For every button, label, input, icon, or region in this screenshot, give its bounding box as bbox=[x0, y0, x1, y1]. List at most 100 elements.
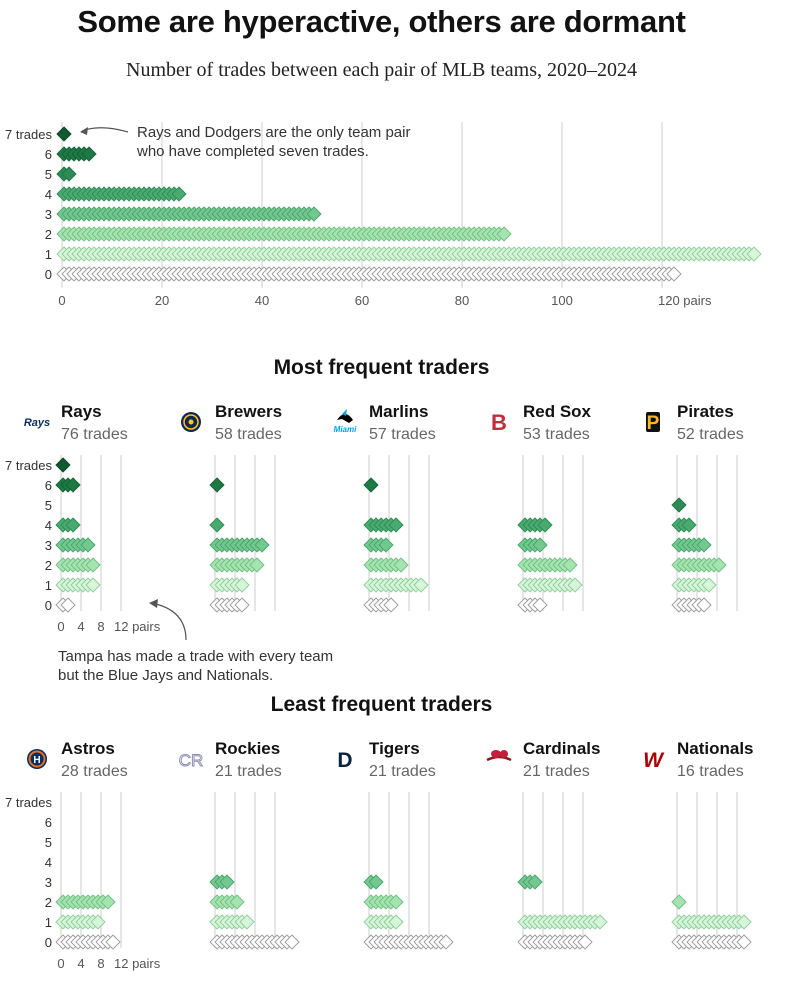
trade-tier-row bbox=[671, 597, 712, 613]
x-tick-label: 0 bbox=[57, 619, 64, 634]
pair-mark bbox=[671, 497, 687, 513]
pair-mark bbox=[532, 597, 548, 613]
pair-mark bbox=[80, 537, 96, 553]
trade-tier-row bbox=[56, 126, 72, 142]
y-tick-label: 7 trades bbox=[5, 795, 52, 810]
pair-mark bbox=[284, 934, 300, 950]
pair-mark bbox=[577, 934, 593, 950]
y-tick-label: 3 bbox=[45, 875, 52, 890]
pair-mark bbox=[219, 874, 235, 890]
y-tick-label: 1 bbox=[45, 578, 52, 593]
pair-mark bbox=[696, 597, 712, 613]
team-chart-red-sox bbox=[517, 455, 584, 613]
pair-mark bbox=[378, 537, 394, 553]
team-trade-count: 21 trades bbox=[369, 763, 436, 780]
pair-mark bbox=[537, 517, 553, 533]
logo-ring bbox=[28, 750, 46, 768]
pair-mark bbox=[249, 557, 265, 573]
pair-mark bbox=[234, 577, 250, 593]
team-name: Rays bbox=[61, 402, 102, 421]
annotation-arrow bbox=[81, 127, 129, 133]
pair-mark bbox=[239, 914, 255, 930]
x-tick-label: 80 bbox=[455, 293, 469, 308]
pair-mark bbox=[60, 597, 76, 613]
page-title: Some are hyperactive, others are dormant bbox=[77, 4, 686, 39]
trade-tier-row bbox=[671, 577, 717, 593]
team-chart-tigers bbox=[363, 792, 454, 950]
team-chart-astros bbox=[55, 792, 122, 950]
trade-tier-row bbox=[209, 477, 225, 493]
pair-mark bbox=[81, 146, 97, 162]
team-logo-marlins: Miami bbox=[334, 409, 357, 434]
team-name: Cardinals bbox=[523, 739, 601, 758]
y-tick-label: 2 bbox=[45, 558, 52, 573]
y-tick-label: 1 bbox=[45, 915, 52, 930]
pair-mark bbox=[105, 934, 121, 950]
team-trade-count: 76 trades bbox=[61, 426, 128, 443]
trade-tier-row bbox=[209, 597, 250, 613]
trade-tier-row bbox=[55, 517, 81, 533]
trade-tier-row bbox=[517, 537, 548, 553]
pair-mark bbox=[388, 894, 404, 910]
page-subtitle: Number of trades between each pair of ML… bbox=[126, 59, 637, 81]
y-tick-label: 2 bbox=[45, 227, 52, 242]
pair-mark bbox=[438, 934, 454, 950]
pair-mark bbox=[100, 894, 116, 910]
trade-tier-row bbox=[55, 457, 71, 473]
x-tick-label: 8 bbox=[97, 956, 104, 971]
team-trade-count: 53 trades bbox=[523, 426, 590, 443]
trade-tier-row bbox=[55, 894, 116, 910]
trade-tier-row bbox=[209, 914, 255, 930]
team-name: Astros bbox=[61, 739, 115, 758]
y-tick-label: 3 bbox=[45, 207, 52, 222]
pair-mark bbox=[393, 557, 409, 573]
trade-tier-row bbox=[517, 557, 578, 573]
y-tick-label: 0 bbox=[45, 935, 52, 950]
pair-mark bbox=[383, 597, 399, 613]
trade-tier-row bbox=[517, 597, 548, 613]
logo-bat bbox=[486, 755, 512, 762]
trade-tier-row bbox=[363, 874, 384, 890]
pair-mark bbox=[65, 477, 81, 493]
trade-tier-row bbox=[363, 537, 394, 553]
pair-mark bbox=[363, 477, 379, 493]
pair-mark bbox=[666, 266, 682, 282]
y-tick-label: 6 bbox=[45, 815, 52, 830]
team-logo-tigers: D bbox=[337, 749, 352, 772]
x-tick-label: 12 pairs bbox=[114, 956, 161, 971]
trade-tier-row bbox=[209, 517, 225, 533]
y-tick-label: 0 bbox=[45, 598, 52, 613]
annotation-arrowhead bbox=[80, 127, 88, 135]
y-tick-label: 5 bbox=[45, 167, 52, 182]
x-tick-label: 0 bbox=[58, 293, 65, 308]
pair-mark bbox=[209, 517, 225, 533]
trade-tier-row bbox=[363, 894, 404, 910]
pair-mark bbox=[711, 557, 727, 573]
logo-text: P bbox=[647, 413, 660, 434]
pair-mark bbox=[234, 597, 250, 613]
team-trade-count: 58 trades bbox=[215, 426, 282, 443]
trade-tier-row bbox=[209, 537, 270, 553]
team-name: Pirates bbox=[677, 402, 734, 421]
pair-mark bbox=[85, 557, 101, 573]
pair-mark bbox=[90, 914, 106, 930]
logo-text: H bbox=[33, 755, 40, 766]
trade-tier-row bbox=[517, 914, 608, 930]
pair-mark bbox=[701, 577, 717, 593]
x-tick-label: 20 bbox=[155, 293, 169, 308]
team-name: Rockies bbox=[215, 739, 281, 758]
trade-tier-row bbox=[671, 934, 752, 950]
y-tick-label: 5 bbox=[45, 835, 52, 850]
pair-mark bbox=[567, 577, 583, 593]
pair-mark bbox=[171, 186, 187, 202]
trade-tier-row bbox=[363, 934, 454, 950]
y-tick-label: 4 bbox=[45, 518, 52, 533]
pair-mark bbox=[254, 537, 270, 553]
y-tick-label: 3 bbox=[45, 538, 52, 553]
trade-tier-row bbox=[55, 577, 101, 593]
y-tick-label: 2 bbox=[45, 895, 52, 910]
pair-mark bbox=[671, 894, 687, 910]
team-trade-count: 28 trades bbox=[61, 763, 128, 780]
team-trade-count: 52 trades bbox=[677, 426, 744, 443]
